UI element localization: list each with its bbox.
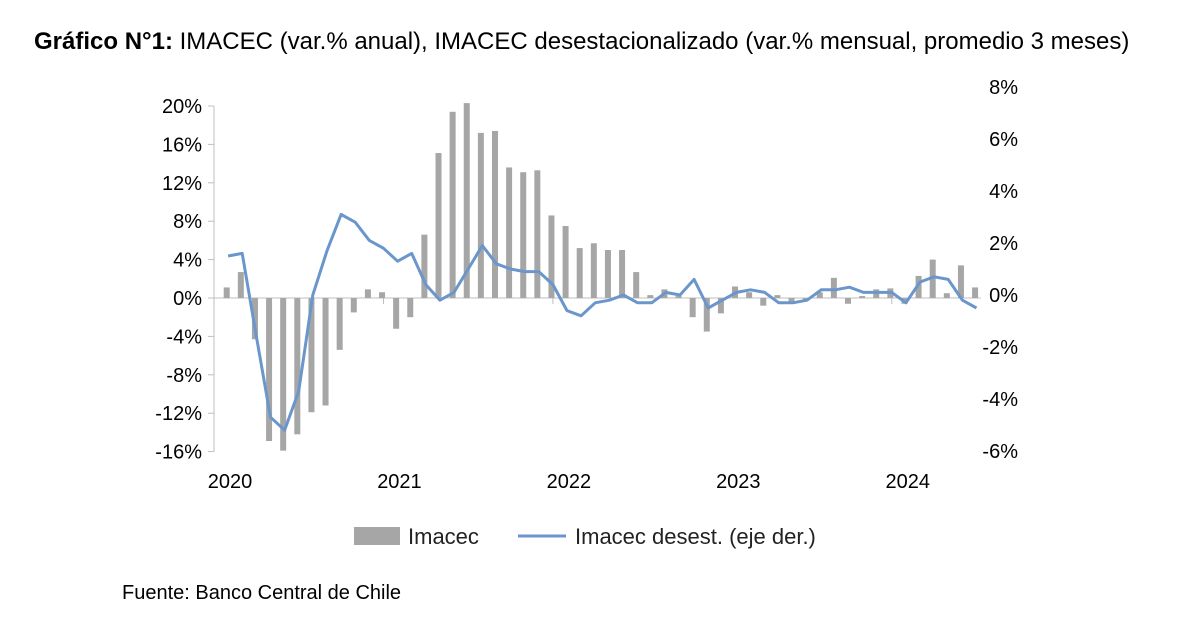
- y-left-tick-label: -4%: [166, 326, 202, 348]
- x-tick-label: 2021: [377, 471, 422, 493]
- legend: Imacec Imacec desest. (eje der.): [354, 524, 816, 549]
- bar-imacec: [407, 298, 414, 318]
- y-right-tick-label: -2%: [982, 337, 1018, 359]
- bar-imacec: [379, 292, 386, 298]
- bar-imacec: [774, 295, 781, 298]
- bar-imacec: [915, 275, 922, 298]
- legend-label-imacec-desest: Imacec desest. (eje der.): [575, 524, 816, 549]
- bar-imacec: [816, 292, 823, 298]
- bar-imacec: [350, 298, 357, 313]
- chart-title: Gráfico N°1: IMACEC (var.% anual), IMACE…: [34, 28, 1129, 56]
- bar-imacec: [435, 153, 442, 298]
- bar-imacec: [562, 226, 569, 298]
- bar-imacec: [393, 298, 400, 329]
- line-imacec-desest: [227, 212, 978, 432]
- bar-imacec: [336, 298, 343, 350]
- bar-imacec: [675, 296, 682, 298]
- bar-imacec: [746, 292, 753, 298]
- legend-label-imacec: Imacec: [408, 524, 479, 549]
- y-left-tick-label: 12%: [162, 173, 202, 195]
- bar-imacec: [590, 243, 597, 298]
- y-left-tick-label: -16%: [155, 442, 202, 464]
- x-tick-label: 2024: [886, 471, 931, 493]
- y-right-tick-label: -6%: [982, 441, 1018, 463]
- bar-series-imacec: [223, 103, 979, 451]
- bar-imacec: [548, 215, 555, 298]
- y-left-tick-label: 8%: [173, 211, 202, 233]
- bar-imacec: [859, 296, 866, 298]
- x-tick-label: 2022: [547, 471, 592, 493]
- bar-imacec: [308, 298, 315, 413]
- bar-imacec: [463, 103, 470, 299]
- bar-imacec: [647, 295, 654, 298]
- y-right-tick-label: 0%: [989, 285, 1018, 307]
- chart-title-bold: Gráfico N°1:: [34, 28, 173, 55]
- bar-imacec: [449, 111, 456, 298]
- bar-imacec: [506, 167, 513, 298]
- y-left-tick-label: 16%: [162, 134, 202, 156]
- y-left-tick-label: 20%: [162, 96, 202, 118]
- line-series-imacec-desest: [227, 212, 978, 432]
- x-tick-label: 2023: [716, 471, 761, 493]
- bar-imacec: [237, 272, 244, 298]
- bar-imacec: [364, 289, 371, 298]
- y-right-tick-label: 6%: [989, 129, 1018, 151]
- bar-imacec: [322, 298, 329, 406]
- y-left-tick-label: -12%: [155, 403, 202, 425]
- axes: [208, 105, 981, 453]
- bar-imacec: [520, 172, 527, 298]
- bar-imacec: [703, 298, 710, 332]
- bar-imacec: [491, 130, 498, 298]
- bar-imacec: [844, 298, 851, 304]
- bar-imacec: [251, 298, 258, 340]
- bar-imacec: [689, 298, 696, 318]
- y-left-tick-label: 0%: [173, 288, 202, 310]
- y-left-tick-label: 4%: [173, 250, 202, 272]
- bar-imacec: [830, 277, 837, 298]
- bar-imacec: [421, 234, 428, 298]
- chart-title-text: IMACEC (var.% anual), IMACEC desestacion…: [172, 28, 1130, 55]
- source-note: Fuente: Banco Central de Chile: [122, 582, 402, 604]
- y-right-tick-label: 2%: [989, 233, 1018, 255]
- bar-imacec: [619, 250, 626, 298]
- bar-imacec: [477, 132, 484, 298]
- bar-imacec: [266, 298, 273, 442]
- bar-imacec: [633, 272, 640, 298]
- legend-bar-swatch: [354, 527, 400, 545]
- bar-imacec: [788, 298, 795, 303]
- y-right-tick-label: 4%: [989, 181, 1018, 203]
- bar-imacec: [957, 265, 964, 298]
- bar-imacec: [280, 298, 287, 451]
- bar-imacec: [294, 298, 301, 435]
- bar-imacec: [223, 287, 230, 298]
- y-left-tick-label: -8%: [166, 365, 202, 387]
- tick-labels: -16% -12% -8% -4% 0% 4% 8% 12% 16% 20% -6% -4% -2% 0%…: [155, 77, 1018, 493]
- bar-imacec: [760, 298, 767, 306]
- bar-imacec: [576, 248, 583, 298]
- x-tick-label: 2020: [208, 471, 253, 493]
- y-right-tick-label: -4%: [982, 389, 1018, 411]
- bar-imacec: [604, 250, 611, 298]
- bar-imacec: [717, 298, 724, 314]
- y-right-tick-label: 8%: [989, 77, 1018, 99]
- bar-imacec: [534, 170, 541, 298]
- bar-imacec: [943, 293, 950, 298]
- bar-imacec: [972, 287, 979, 298]
